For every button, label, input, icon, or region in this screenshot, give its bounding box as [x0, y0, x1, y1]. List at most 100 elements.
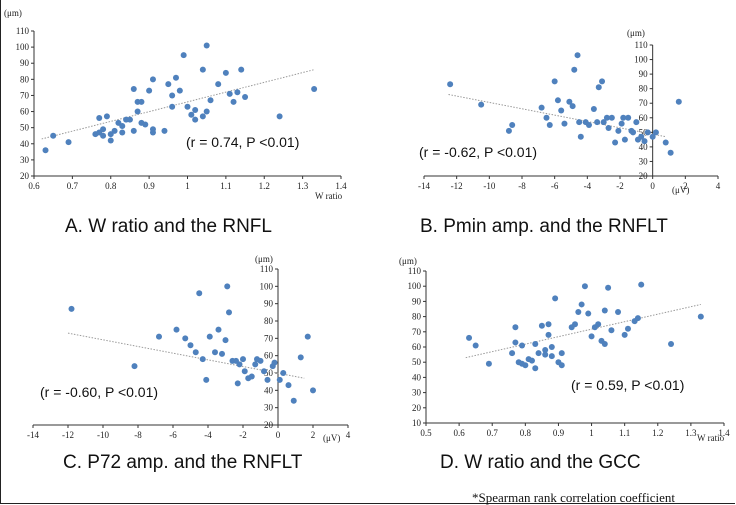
- y-tick-label: 40: [20, 139, 30, 149]
- data-point: [538, 104, 545, 111]
- y-tick-label: 40: [264, 385, 274, 395]
- x-axis-label: W ratio: [315, 191, 343, 201]
- x-tick-label: 1.3: [297, 181, 309, 191]
- data-point: [169, 92, 176, 99]
- correlation-annotation: (r = 0.59, P <0.01): [571, 377, 684, 393]
- data-point: [535, 350, 542, 357]
- data-point: [588, 333, 595, 340]
- y-tick-label: 60: [264, 351, 274, 361]
- data-point: [276, 376, 283, 383]
- y-tick-label: 70: [639, 98, 649, 108]
- data-point: [248, 373, 255, 380]
- data-point: [552, 295, 559, 302]
- data-point: [261, 368, 267, 375]
- data-point: [554, 97, 561, 104]
- data-point: [509, 122, 516, 129]
- y-tick-label: 50: [20, 123, 30, 133]
- data-point: [219, 350, 225, 357]
- data-point: [522, 362, 529, 369]
- y-tick-label: 70: [20, 90, 30, 100]
- y-tick-label: 80: [412, 312, 422, 322]
- x-tick-label: 0.8: [105, 181, 117, 191]
- x-tick-label: 2: [311, 430, 316, 440]
- data-point: [222, 337, 229, 344]
- data-point: [50, 132, 57, 139]
- data-point: [224, 283, 231, 290]
- data-point: [234, 89, 241, 96]
- y-tick-label: 30: [639, 156, 649, 166]
- data-point: [605, 124, 612, 131]
- data-point: [222, 69, 229, 76]
- data-point: [149, 76, 156, 83]
- data-point: [662, 139, 669, 146]
- trend-line: [67, 332, 305, 379]
- data-point: [574, 52, 581, 59]
- x-tick-label: -12: [451, 181, 463, 191]
- data-point: [192, 116, 199, 123]
- x-tick-label: 0.6: [453, 428, 465, 438]
- data-point: [621, 136, 628, 143]
- data-point: [130, 127, 137, 134]
- y-axis-label: (μm): [255, 254, 273, 264]
- data-point: [156, 333, 162, 340]
- data-point: [641, 138, 648, 145]
- y-tick-label: 10: [412, 418, 422, 428]
- data-point: [203, 108, 210, 115]
- data-point: [595, 321, 602, 328]
- x-tick-label: -2: [616, 181, 624, 191]
- y-tick-label: 20: [639, 171, 649, 181]
- data-point: [199, 113, 206, 120]
- data-point: [242, 94, 249, 101]
- x-tick-label: -10: [97, 430, 109, 440]
- data-point: [532, 365, 539, 372]
- trend-line: [465, 303, 701, 359]
- data-point: [644, 129, 651, 136]
- data-point: [96, 115, 103, 121]
- data-point: [182, 335, 189, 342]
- data-point: [172, 74, 179, 81]
- data-point: [608, 327, 615, 334]
- data-point: [226, 309, 232, 316]
- data-point: [226, 90, 233, 97]
- y-tick-label: 70: [412, 327, 422, 337]
- x-tick-label: -6: [169, 430, 177, 440]
- y-tick-label: 80: [639, 84, 649, 94]
- data-point: [595, 84, 602, 91]
- data-point: [238, 66, 245, 73]
- data-point: [546, 122, 553, 129]
- data-point: [68, 305, 75, 312]
- y-tick-label: 30: [412, 388, 422, 398]
- y-tick-label: 100: [260, 281, 274, 291]
- data-point: [697, 313, 704, 320]
- data-point: [505, 127, 512, 134]
- data-point: [230, 98, 237, 105]
- y-tick-label: 20: [20, 171, 30, 181]
- data-point: [240, 356, 246, 363]
- data-point: [192, 349, 199, 356]
- data-point: [311, 86, 318, 92]
- data-point: [206, 333, 213, 340]
- data-point: [165, 81, 172, 88]
- x-tick-label: -6: [551, 181, 559, 191]
- data-point: [608, 114, 615, 121]
- data-point: [276, 113, 283, 120]
- data-point: [601, 307, 608, 314]
- x-tick-label: -2: [239, 430, 247, 440]
- data-point: [107, 137, 114, 144]
- data-point: [551, 78, 558, 85]
- x-tick-label: 0: [276, 430, 281, 440]
- data-point: [519, 342, 526, 349]
- data-point: [558, 107, 565, 114]
- data-point: [188, 111, 195, 118]
- data-point: [615, 127, 622, 134]
- data-point: [667, 149, 674, 156]
- x-tick-label: 0.5: [420, 428, 432, 438]
- data-point: [561, 120, 568, 127]
- data-point: [668, 340, 675, 347]
- data-point: [594, 119, 601, 126]
- x-tick-label: 1.4: [718, 428, 730, 438]
- data-point: [215, 81, 222, 88]
- data-point: [126, 116, 133, 123]
- x-tick-label: -8: [134, 430, 142, 440]
- y-tick-label: 50: [412, 357, 422, 367]
